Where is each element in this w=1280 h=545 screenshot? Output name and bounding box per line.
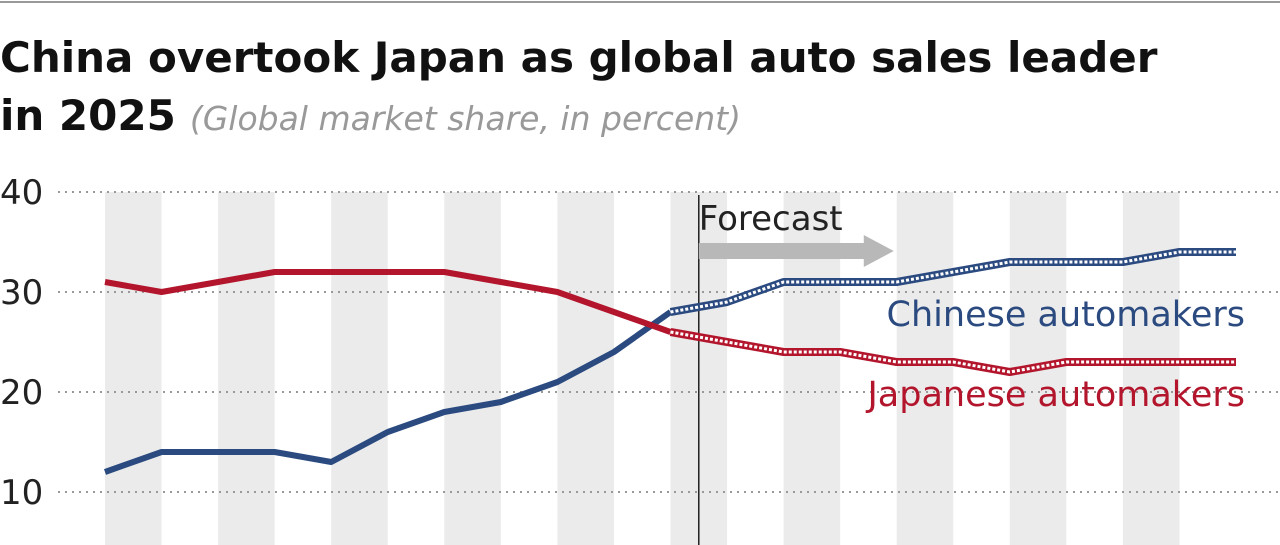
- forecast-dash: [670, 250, 1236, 314]
- band: [444, 192, 501, 545]
- band: [105, 192, 162, 545]
- band: [331, 192, 388, 545]
- y-tick-label: 20: [0, 373, 43, 413]
- chart-title: China overtook Japan as global auto sale…: [0, 33, 1158, 82]
- y-tick-label: 40: [0, 173, 43, 213]
- band: [218, 192, 275, 545]
- y-tick-label: 10: [0, 473, 43, 513]
- forecast-label: Forecast: [699, 199, 843, 239]
- chart-title-line: in 2025: [0, 91, 176, 140]
- grid: [58, 191, 1280, 493]
- series-line: [104, 269, 672, 335]
- series-label: Japanese automakers: [865, 375, 1245, 415]
- forecast-dash: [670, 330, 1236, 374]
- chart-title: in 2025 (Global market share, in percent): [0, 91, 741, 140]
- chart-subtitle: (Global market share, in percent): [190, 99, 741, 138]
- series-line: [103, 309, 673, 475]
- forecast-arrow: [698, 235, 894, 267]
- y-tick-label: 30: [0, 273, 43, 313]
- series-label: Chinese automakers: [887, 295, 1245, 335]
- band: [896, 192, 954, 545]
